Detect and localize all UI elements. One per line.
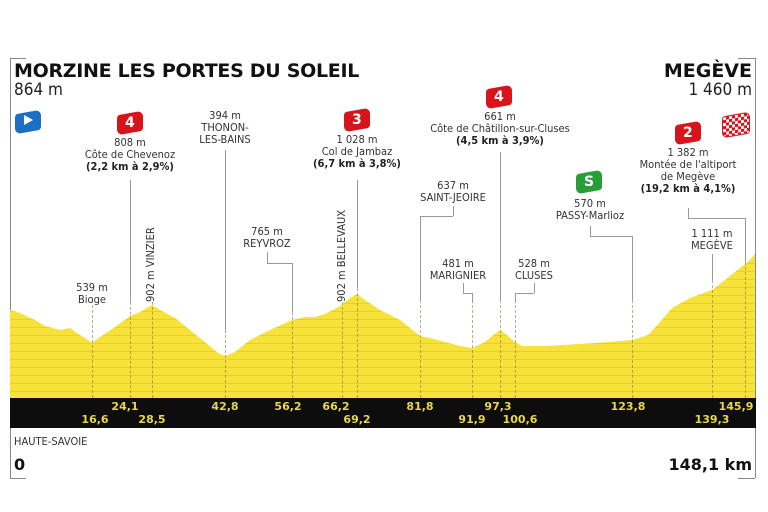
- km-label: 123,8: [610, 400, 646, 413]
- leader-altiport-b: [688, 218, 745, 219]
- km-label: 91,9: [458, 413, 486, 426]
- leader-chatillon: [500, 152, 501, 300]
- leader-cluses-a: [534, 283, 535, 293]
- km-label: 42,8: [211, 400, 239, 413]
- start-flag-icon: [15, 109, 41, 135]
- frame-left-border: [10, 58, 11, 478]
- km-label: 139,3: [694, 413, 730, 426]
- marker-reyvroz: [292, 312, 293, 398]
- marker-vinzier: [152, 302, 153, 398]
- marker-megeve: [712, 280, 713, 398]
- leader-reyvroz-c: [292, 263, 293, 312]
- place-label-reyvroz: 765 m REYVROZ: [243, 225, 291, 250]
- frame-left-top-tick: [10, 58, 26, 59]
- leader-reyvroz-b: [267, 263, 292, 264]
- leader-chevenoz: [130, 180, 131, 302]
- leader-passy-b: [590, 236, 632, 237]
- leader-thonon: [225, 150, 226, 330]
- place-label-bioge: 539 m Bioge: [76, 281, 108, 306]
- frame-left-bottom-tick: [10, 478, 26, 479]
- leader-marignier-c: [472, 293, 473, 303]
- km-label: 69,2: [343, 413, 371, 426]
- marker-chevenoz-start: [130, 302, 131, 398]
- km-bar: [10, 398, 756, 428]
- place-label-cluses: 528 m CLUSES: [515, 257, 553, 282]
- leader-altiport-a: [688, 208, 689, 218]
- leader-saint-jeoire-c: [420, 216, 421, 300]
- marker-jambaz: [357, 288, 358, 398]
- climb-label-chatillon: 661 m Côte de Châtillon-sur-Cluses (4,5 km…: [430, 110, 570, 147]
- km-label: 28,5: [138, 413, 166, 426]
- km-label: 97,3: [484, 400, 512, 413]
- frame-right-top-tick: [738, 58, 755, 59]
- leader-cluses-b: [515, 293, 534, 294]
- marker-bioge: [92, 300, 93, 398]
- marker-passy: [632, 300, 633, 398]
- start-town-title: MORZINE LES PORTES DU SOLEIL: [14, 60, 360, 82]
- leader-megeve: [712, 254, 713, 280]
- marker-chatillon: [500, 300, 501, 398]
- marker-marignier: [472, 300, 473, 398]
- climb-label-chevenoz: 808 m Côte de Chevenoz (2,2 km à 2,9%): [84, 136, 176, 173]
- marker-saint-jeoire: [420, 300, 421, 398]
- leader-saint-jeoire-b: [420, 216, 453, 217]
- km-label: 24,1: [111, 400, 139, 413]
- km-label: 66,2: [322, 400, 350, 413]
- leader-reyvroz-a: [267, 252, 268, 263]
- leader-passy-c: [632, 236, 633, 300]
- leader-marignier-a: [463, 283, 464, 293]
- km-label: 100,6: [502, 413, 538, 426]
- marker-thonon: [225, 330, 226, 398]
- place-label-megeve: 1 111 m MEGÈVE: [691, 227, 733, 252]
- place-label-marignier: 481 m MARIGNIER: [429, 257, 487, 282]
- leader-cluses-c: [515, 293, 516, 303]
- distance-start: 0: [14, 455, 26, 474]
- km-label: 145,9: [718, 400, 754, 413]
- sprint-label-passy: 570 m PASSY-Marlioz: [555, 197, 625, 222]
- leader-altiport-c: [745, 218, 746, 262]
- leader-jambaz: [357, 180, 358, 288]
- marker-bellevaux: [342, 302, 343, 398]
- finish-town-title: MEGÈVE: [663, 60, 752, 82]
- finish-altitude: 1 460 m: [688, 80, 752, 100]
- elevation-area: [10, 254, 755, 398]
- place-label-thonon: 394 m THONON- LES-BAINS: [199, 109, 251, 146]
- marker-cluses: [515, 300, 516, 398]
- leader-passy-a: [590, 226, 591, 236]
- climb-label-jambaz: 1 028 m Col de Jambaz (6,7 km à 3,8%): [313, 133, 401, 170]
- km-label: 81,8: [406, 400, 434, 413]
- start-altitude: 864 m: [14, 80, 63, 100]
- leader-marignier-b: [463, 293, 472, 294]
- distance-total: 148,1 km: [668, 455, 753, 474]
- frame-right-bottom-tick: [738, 478, 755, 479]
- place-label-saint-jeoire: 637 m SAINT-JEOIRE: [420, 179, 486, 204]
- place-label-vinzier: 902 m VINZIER: [144, 227, 157, 302]
- marker-altiport: [745, 262, 746, 398]
- region-label: HAUTE-SAVOIE: [14, 435, 88, 448]
- frame-right-border: [755, 58, 756, 478]
- km-label: 16,6: [81, 413, 109, 426]
- km-label: 56,2: [274, 400, 302, 413]
- leader-saint-jeoire-a: [453, 206, 454, 216]
- leader-vinzier: [152, 302, 153, 303]
- place-label-bellevaux: 902 m BELLEVAUX: [335, 210, 348, 302]
- climb-label-altiport: 1 382 m Montée de l'altiport de Megève (19,…: [639, 146, 737, 195]
